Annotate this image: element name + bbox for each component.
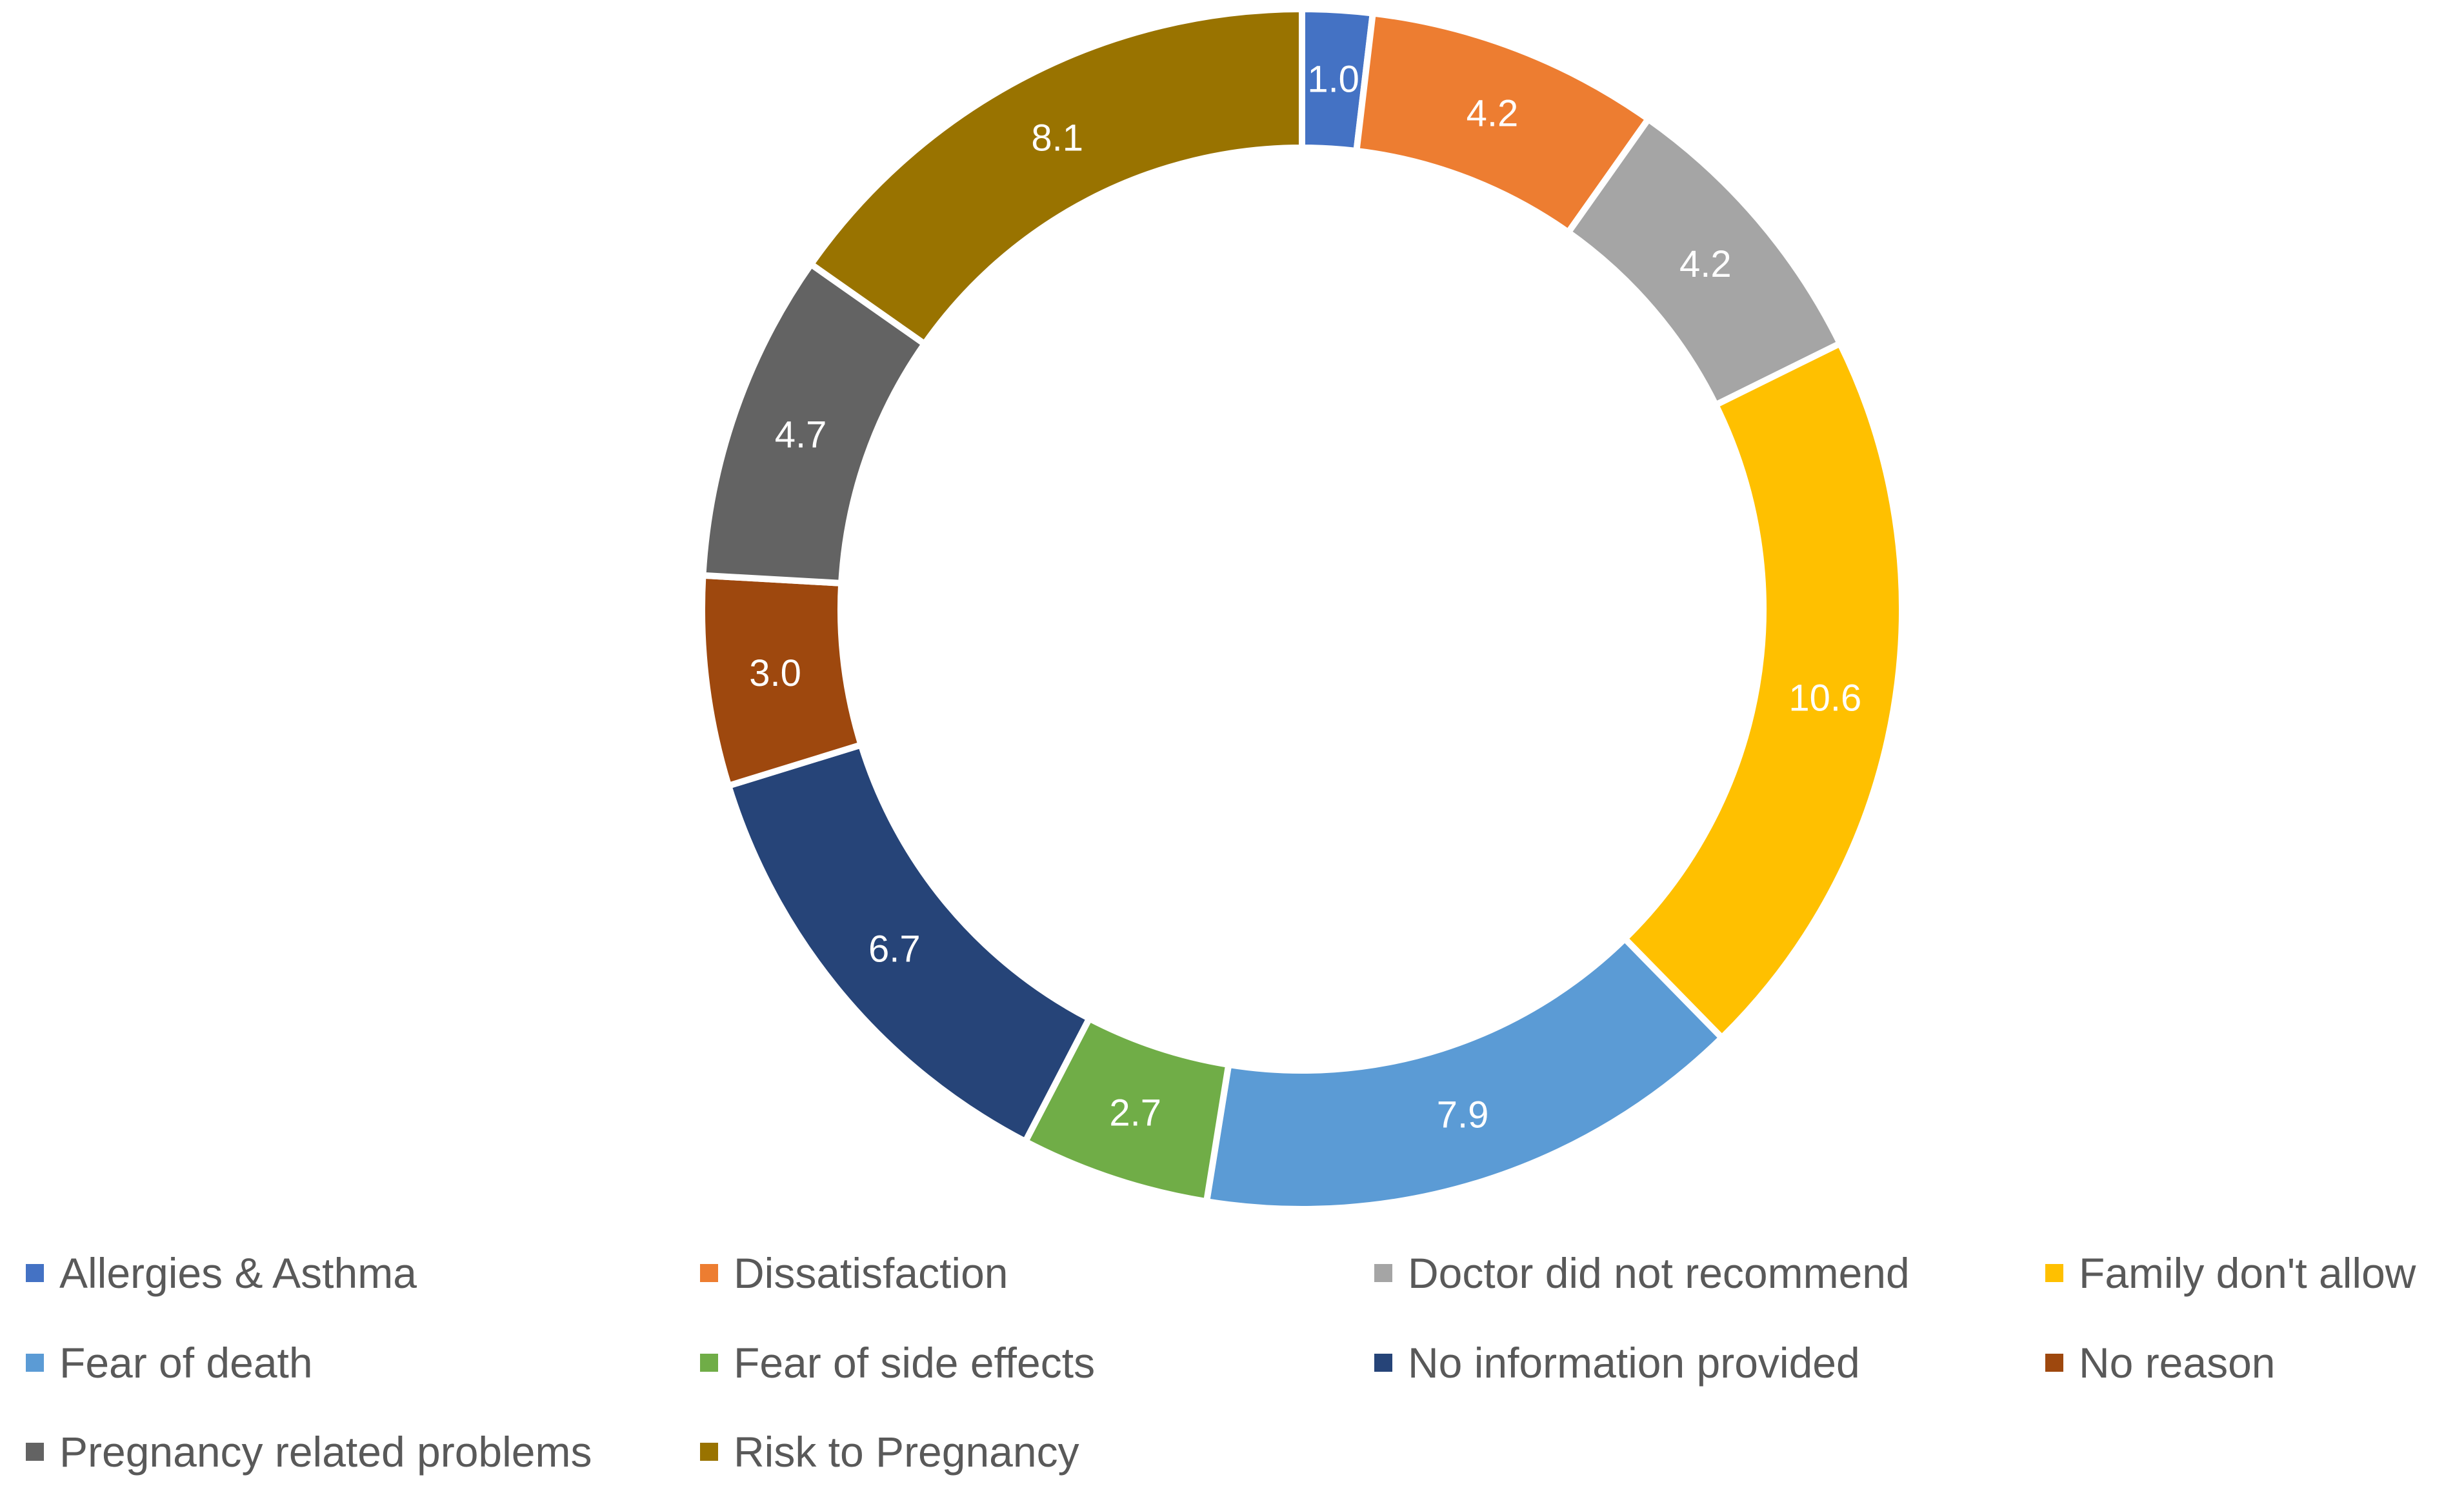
legend-swatch-doctor-did-not-recommend: [1374, 1264, 1392, 1282]
chart-legend: Allergies & Asthma Dissatisfaction Doctor …: [26, 1249, 2416, 1476]
legend-item-pregnancy-related-problems: Pregnancy related problems: [26, 1428, 592, 1476]
legend-label-family-don-t-allow: Family don't allow: [2079, 1249, 2416, 1297]
slice-labels: 1.0 4.2 4.2 10.6 7.9 2.7 6.7 3.0 4.7 8.1: [749, 58, 1861, 1136]
data-label-fear-of-death: 7.9: [1437, 1094, 1489, 1136]
legend-swatch-pregnancy-related-problems: [26, 1443, 44, 1461]
data-label-family-don-t-allow: 10.6: [1788, 677, 1861, 719]
legend-swatch-dissatisfaction: [700, 1264, 718, 1282]
legend-swatch-no-information-provided: [1374, 1354, 1392, 1372]
legend-label-pregnancy-related-problems: Pregnancy related problems: [59, 1428, 592, 1476]
data-label-risk-to-pregnancy: 8.1: [1031, 117, 1083, 159]
legend-swatch-fear-of-side-effects: [700, 1354, 718, 1372]
legend-item-fear-of-death: Fear of death: [26, 1339, 313, 1387]
legend-item-no-information-provided: No information provided: [1374, 1339, 1860, 1387]
data-label-allergies-and-asthma: 1.0: [1307, 58, 1359, 100]
legend-label-risk-to-pregnancy: Risk to Pregnancy: [734, 1428, 1079, 1476]
legend-swatch-allergies-and-asthma: [26, 1264, 44, 1282]
legend-swatch-fear-of-death: [26, 1354, 44, 1372]
data-label-fear-of-side-effects: 2.7: [1109, 1092, 1161, 1134]
slice-risk-to-pregnancy: [806, 5, 1305, 348]
legend-swatch-risk-to-pregnancy: [700, 1443, 718, 1461]
data-label-dissatisfaction: 4.2: [1467, 93, 1519, 135]
legend-label-fear-of-side-effects: Fear of side effects: [734, 1339, 1095, 1387]
data-label-doctor-did-not-recommend: 4.2: [1679, 243, 1732, 285]
legend-label-no-information-provided: No information provided: [1408, 1339, 1860, 1387]
legend-item-dissatisfaction: Dissatisfaction: [700, 1249, 1008, 1297]
legend-item-allergies-and-asthma: Allergies & Asthma: [26, 1249, 417, 1297]
legend-item-family-don-t-allow: Family don't allow: [2045, 1249, 2416, 1297]
legend-swatch-family-don-t-allow: [2045, 1264, 2063, 1282]
data-label-no-reason: 3.0: [749, 652, 801, 694]
data-label-no-information-provided: 6.7: [868, 928, 921, 970]
legend-swatch-no-reason: [2045, 1354, 2063, 1372]
legend-item-no-reason: No reason: [2045, 1339, 2276, 1387]
legend-item-risk-to-pregnancy: Risk to Pregnancy: [700, 1428, 1079, 1476]
donut-slices: [699, 5, 1905, 1213]
legend-label-allergies-and-asthma: Allergies & Asthma: [59, 1249, 417, 1297]
data-label-pregnancy-related-problems: 4.7: [775, 414, 827, 456]
legend-label-no-reason: No reason: [2079, 1339, 2276, 1387]
legend-label-dissatisfaction: Dissatisfaction: [734, 1249, 1008, 1297]
slice-family-don-t-allow: [1620, 339, 1905, 1043]
legend-label-doctor-did-not-recommend: Doctor did not recommend: [1408, 1249, 1910, 1297]
slice-fear-of-death: [1203, 934, 1727, 1213]
legend-label-fear-of-death: Fear of death: [59, 1339, 313, 1387]
legend-item-fear-of-side-effects: Fear of side effects: [700, 1339, 1095, 1387]
legend-item-doctor-did-not-recommend: Doctor did not recommend: [1374, 1249, 1910, 1297]
